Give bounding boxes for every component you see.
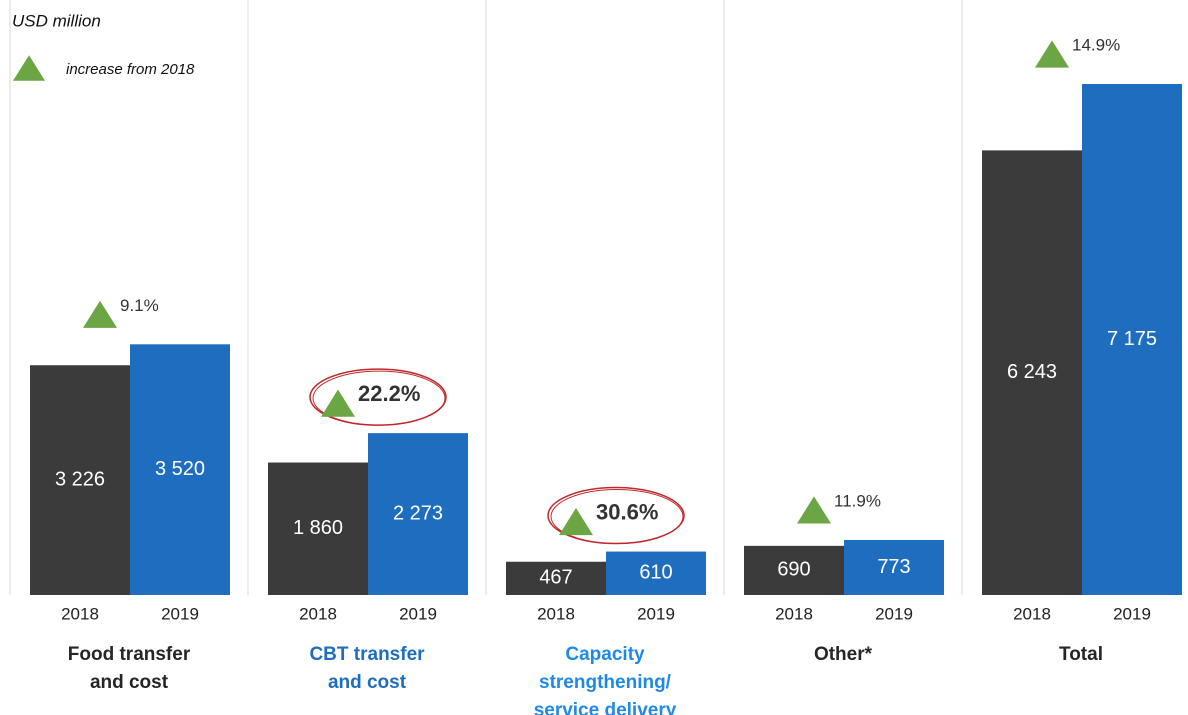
value-label: 1 860 bbox=[293, 517, 343, 539]
increase-marker bbox=[321, 389, 355, 417]
year-label: 2018 bbox=[775, 604, 813, 623]
bar bbox=[130, 344, 230, 595]
bar bbox=[844, 539, 944, 595]
bar bbox=[606, 551, 706, 595]
year-label: 2019 bbox=[637, 604, 675, 623]
value-label: 3 226 bbox=[55, 468, 105, 490]
bar bbox=[1082, 84, 1182, 595]
year-label: 2018 bbox=[537, 604, 575, 623]
bar bbox=[368, 433, 468, 595]
bar bbox=[744, 545, 844, 595]
category-label: Total bbox=[1059, 644, 1103, 665]
increase-label: 14.9% bbox=[1072, 35, 1120, 54]
unit-label: USD million bbox=[12, 11, 101, 30]
increase-marker bbox=[1035, 40, 1069, 68]
bar bbox=[268, 462, 368, 595]
increase-label: 22.2% bbox=[358, 381, 420, 406]
value-label: 3 520 bbox=[155, 458, 205, 480]
increase-label: 9.1% bbox=[120, 296, 159, 315]
increase-label: 30.6% bbox=[596, 499, 658, 524]
bar bbox=[30, 365, 130, 595]
value-label: 6 243 bbox=[1007, 361, 1057, 383]
legend-text: increase from 2018 bbox=[66, 61, 195, 78]
value-label: 773 bbox=[877, 556, 910, 578]
category-label: Food transfer and cost bbox=[67, 644, 191, 693]
value-label: 610 bbox=[639, 562, 672, 584]
bar bbox=[506, 561, 606, 595]
increase-marker bbox=[559, 507, 593, 536]
increase-marker bbox=[83, 300, 117, 328]
year-label: 2019 bbox=[161, 604, 199, 623]
year-label: 2018 bbox=[1013, 604, 1051, 623]
increase-marker bbox=[797, 496, 831, 524]
value-label: 7 175 bbox=[1107, 328, 1157, 350]
legend-marker bbox=[13, 55, 45, 81]
year-label: 2018 bbox=[299, 604, 337, 623]
value-label: 690 bbox=[777, 559, 810, 581]
category-label: Capacity strengthening/ service delivery bbox=[533, 644, 677, 715]
value-label: 2 273 bbox=[393, 502, 443, 524]
highlight-circle bbox=[550, 489, 684, 545]
year-label: 2018 bbox=[61, 604, 99, 623]
year-label: 2019 bbox=[1113, 604, 1151, 623]
value-label: 467 bbox=[539, 567, 572, 589]
category-label: Other* bbox=[813, 644, 873, 665]
year-label: 2019 bbox=[875, 604, 913, 623]
bar bbox=[982, 150, 1082, 595]
highlight-circle bbox=[312, 370, 446, 426]
category-label: CBT transfer and cost bbox=[309, 644, 425, 693]
increase-label: 11.9% bbox=[834, 491, 881, 510]
year-label: 2019 bbox=[399, 604, 437, 623]
